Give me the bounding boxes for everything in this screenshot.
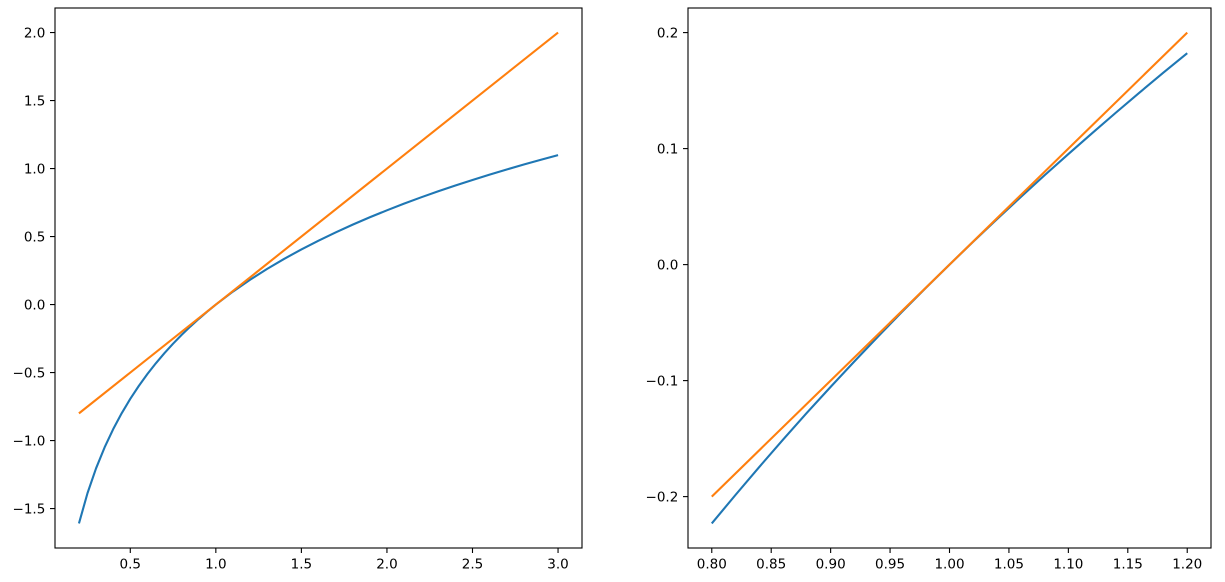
x-tick-label: 1.5 xyxy=(291,557,312,573)
y-tick-label: −0.2 xyxy=(646,490,679,506)
x-tick-label: 0.80 xyxy=(697,557,727,573)
series-blue-curve xyxy=(710,52,1188,525)
y-tick-label: −1.5 xyxy=(13,501,46,517)
x-tick-label: 0.85 xyxy=(756,557,786,573)
y-tick-label: 0.5 xyxy=(24,229,45,245)
x-tick-label: 1.10 xyxy=(1053,557,1083,573)
series-blue-curve xyxy=(77,154,559,524)
x-tick-label: 2.5 xyxy=(462,557,483,573)
y-tick-label: 0.0 xyxy=(24,297,45,313)
series-orange-line xyxy=(711,31,1188,498)
axes-spines xyxy=(54,7,583,549)
x-tick-label: 2.0 xyxy=(376,557,397,573)
y-tick-label: −1.0 xyxy=(13,433,46,449)
x-tick-label: 0.95 xyxy=(875,557,905,573)
x-tick-label: 0.90 xyxy=(816,557,846,573)
y-tick-label: −0.5 xyxy=(13,365,46,381)
x-tick-label: 3.0 xyxy=(547,557,568,573)
y-tick-label: 0.2 xyxy=(657,25,678,41)
y-tick-label: 1.5 xyxy=(24,93,45,109)
series-orange-line xyxy=(78,31,559,415)
y-tick-label: 0.0 xyxy=(657,258,678,274)
x-tick-label: 1.05 xyxy=(994,557,1024,573)
x-tick-label: 1.0 xyxy=(205,557,226,573)
x-tick-label: 1.15 xyxy=(1113,557,1143,573)
x-tick-label: 1.00 xyxy=(934,557,964,573)
y-tick-label: 2.0 xyxy=(24,25,45,41)
axes-spines xyxy=(687,7,1212,549)
y-tick-label: −0.1 xyxy=(646,374,679,390)
x-tick-label: 0.5 xyxy=(120,557,141,573)
y-tick-label: 0.1 xyxy=(657,141,678,157)
y-tick-label: 1.0 xyxy=(24,161,45,177)
x-tick-label: 1.20 xyxy=(1172,557,1202,573)
